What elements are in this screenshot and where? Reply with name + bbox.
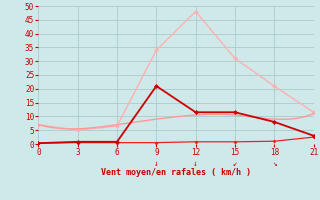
Text: ↙: ↙: [233, 159, 237, 168]
X-axis label: Vent moyen/en rafales ( km/h ): Vent moyen/en rafales ( km/h ): [101, 168, 251, 177]
Text: ↓: ↓: [154, 159, 159, 168]
Text: ↘: ↘: [272, 159, 276, 168]
Text: ↓: ↓: [193, 159, 198, 168]
